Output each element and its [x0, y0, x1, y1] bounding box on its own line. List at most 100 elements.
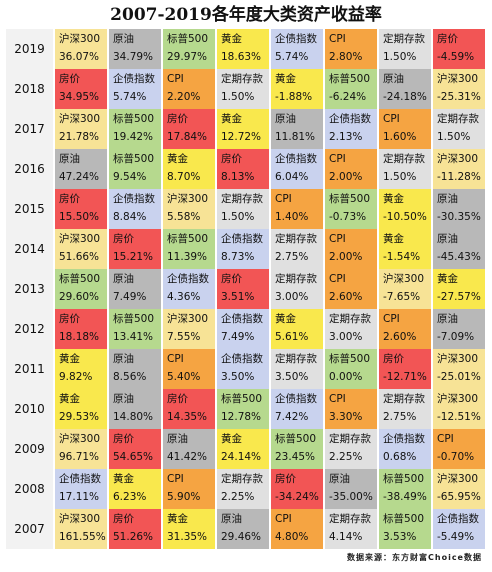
asset-cell: 沪深300 7.55%: [163, 309, 215, 349]
asset-name: 黄金: [221, 33, 242, 45]
year-label: 2010: [6, 389, 53, 429]
asset-name: 标普500: [167, 33, 209, 45]
asset-return: 12.72%: [221, 131, 262, 143]
asset-name: 沪深300: [437, 393, 479, 405]
asset-return: 3.53%: [383, 531, 417, 543]
asset-cell: 定期存款 1.50%: [379, 149, 431, 189]
asset-return: 8.56%: [113, 371, 147, 383]
asset-name: 企债指数: [221, 313, 263, 325]
asset-return: 51.66%: [59, 251, 100, 263]
asset-cell: 房价 15.50%: [55, 189, 107, 229]
asset-return: -5.49%: [437, 531, 475, 543]
asset-return: 34.95%: [59, 91, 100, 103]
asset-name: 企债指数: [221, 233, 263, 245]
asset-return: 5.74%: [113, 91, 147, 103]
asset-cell: 企债指数 7.42%: [271, 389, 323, 429]
asset-cell: 沪深300 -7.65%: [379, 269, 431, 309]
asset-return: 3.00%: [329, 331, 363, 343]
asset-return: 3.50%: [275, 371, 309, 383]
asset-cell: 原油 -45.43%: [433, 229, 485, 269]
table-row: 2016 原油 47.24% 标普500 9.54% 黄金 8.70% 房价 8.13% 企债指数…: [6, 149, 491, 189]
asset-cell: 原油 -7.09%: [433, 309, 485, 349]
table-row: 2010 黄金 29.53% 原油 14.80% 房价 14.35% 标普500 12.78% 企…: [6, 389, 491, 429]
table-row: 2007 沪深300 161.55% 房价 51.26% 黄金 31.35% 原油 29.46%…: [6, 509, 491, 549]
asset-cell: 标普500 -38.49%: [379, 469, 431, 509]
asset-cell: 企债指数 5.74%: [109, 69, 161, 109]
asset-return: 51.26%: [113, 531, 154, 543]
asset-name: 房价: [113, 433, 134, 445]
asset-cell: 企债指数 3.50%: [217, 349, 269, 389]
asset-name: 标普500: [167, 233, 209, 245]
asset-cell: 沪深300 51.66%: [55, 229, 107, 269]
asset-return: 96.71%: [59, 451, 100, 463]
asset-return: -65.95%: [437, 491, 481, 503]
asset-name: 沪深300: [167, 313, 209, 325]
asset-name: 定期存款: [437, 113, 479, 125]
asset-name: 定期存款: [275, 233, 317, 245]
asset-return: 2.60%: [383, 331, 417, 343]
asset-cell: 原油 41.42%: [163, 429, 215, 469]
asset-name: 沪深300: [383, 273, 425, 285]
asset-name: 标普500: [329, 353, 371, 365]
asset-return: 161.55%: [59, 531, 106, 543]
asset-name: 企债指数: [275, 393, 317, 405]
asset-cell: 沪深300 36.07%: [55, 29, 107, 69]
asset-return: -6.24%: [329, 91, 367, 103]
asset-cell: 黄金 6.23%: [109, 469, 161, 509]
asset-return: 2.00%: [329, 251, 363, 263]
asset-name: 原油: [329, 473, 350, 485]
asset-name: 企债指数: [275, 33, 317, 45]
asset-return: 23.45%: [275, 451, 316, 463]
asset-cell: 房价 18.18%: [55, 309, 107, 349]
asset-name: 标普500: [383, 473, 425, 485]
table-row: 2011 黄金 9.82% 原油 8.56% CPI 5.40% 企债指数 3.50% 定期存款 3…: [6, 349, 491, 389]
asset-return: -25.01%: [437, 371, 481, 383]
asset-cell: 沪深300 21.78%: [55, 109, 107, 149]
asset-return: 1.60%: [383, 131, 417, 143]
table-row: 2014 沪深300 51.66% 房价 15.21% 标普500 11.39% 企债指数 8.…: [6, 229, 491, 269]
asset-name: 企债指数: [167, 273, 209, 285]
year-label: 2016: [6, 149, 53, 189]
asset-cell: 标普500 13.41%: [109, 309, 161, 349]
asset-cell: 房价 17.84%: [163, 109, 215, 149]
asset-name: 黄金: [437, 273, 458, 285]
asset-cell: 沪深300 -11.28%: [433, 149, 485, 189]
asset-return: 11.39%: [167, 251, 208, 263]
asset-return: 8.84%: [113, 211, 147, 223]
asset-name: 定期存款: [383, 393, 425, 405]
asset-return: 8.13%: [221, 171, 255, 183]
asset-return: 17.84%: [167, 131, 208, 143]
asset-name: 原油: [437, 193, 458, 205]
asset-name: 黄金: [383, 233, 404, 245]
asset-return: 3.30%: [329, 411, 363, 423]
asset-cell: 定期存款 3.00%: [325, 309, 377, 349]
asset-cell: CPI 1.40%: [271, 189, 323, 229]
asset-return: 2.20%: [167, 91, 201, 103]
asset-cell: 定期存款 2.25%: [217, 469, 269, 509]
asset-cell: 黄金 29.53%: [55, 389, 107, 429]
asset-return: -25.31%: [437, 91, 481, 103]
asset-name: 沪深300: [437, 73, 479, 85]
asset-cell: 房价 14.35%: [163, 389, 215, 429]
asset-name: 定期存款: [221, 73, 263, 85]
asset-name: CPI: [167, 353, 184, 365]
asset-return: 15.50%: [59, 211, 100, 223]
asset-return: 5.61%: [275, 331, 309, 343]
asset-return: 2.13%: [329, 131, 363, 143]
asset-name: 沪深300: [437, 353, 479, 365]
asset-cell: 定期存款 1.50%: [379, 29, 431, 69]
asset-cell: 房价 -34.24%: [271, 469, 323, 509]
asset-cell: 房价 3.51%: [217, 269, 269, 309]
asset-cell: 黄金 12.72%: [217, 109, 269, 149]
asset-cell: 沪深300 5.58%: [163, 189, 215, 229]
asset-name: 房价: [59, 193, 80, 205]
asset-return: -45.43%: [437, 251, 481, 263]
asset-name: CPI: [167, 73, 184, 85]
returns-table: 2019 沪深300 36.07% 原油 34.79% 标普500 29.97% 黄金 18.6…: [6, 29, 491, 549]
asset-name: 定期存款: [329, 313, 371, 325]
asset-return: 9.82%: [59, 371, 93, 383]
asset-name: 原油: [437, 233, 458, 245]
asset-cell: 沪深300 -25.31%: [433, 69, 485, 109]
asset-cell: 定期存款 3.00%: [271, 269, 323, 309]
asset-name: 原油: [113, 33, 134, 45]
